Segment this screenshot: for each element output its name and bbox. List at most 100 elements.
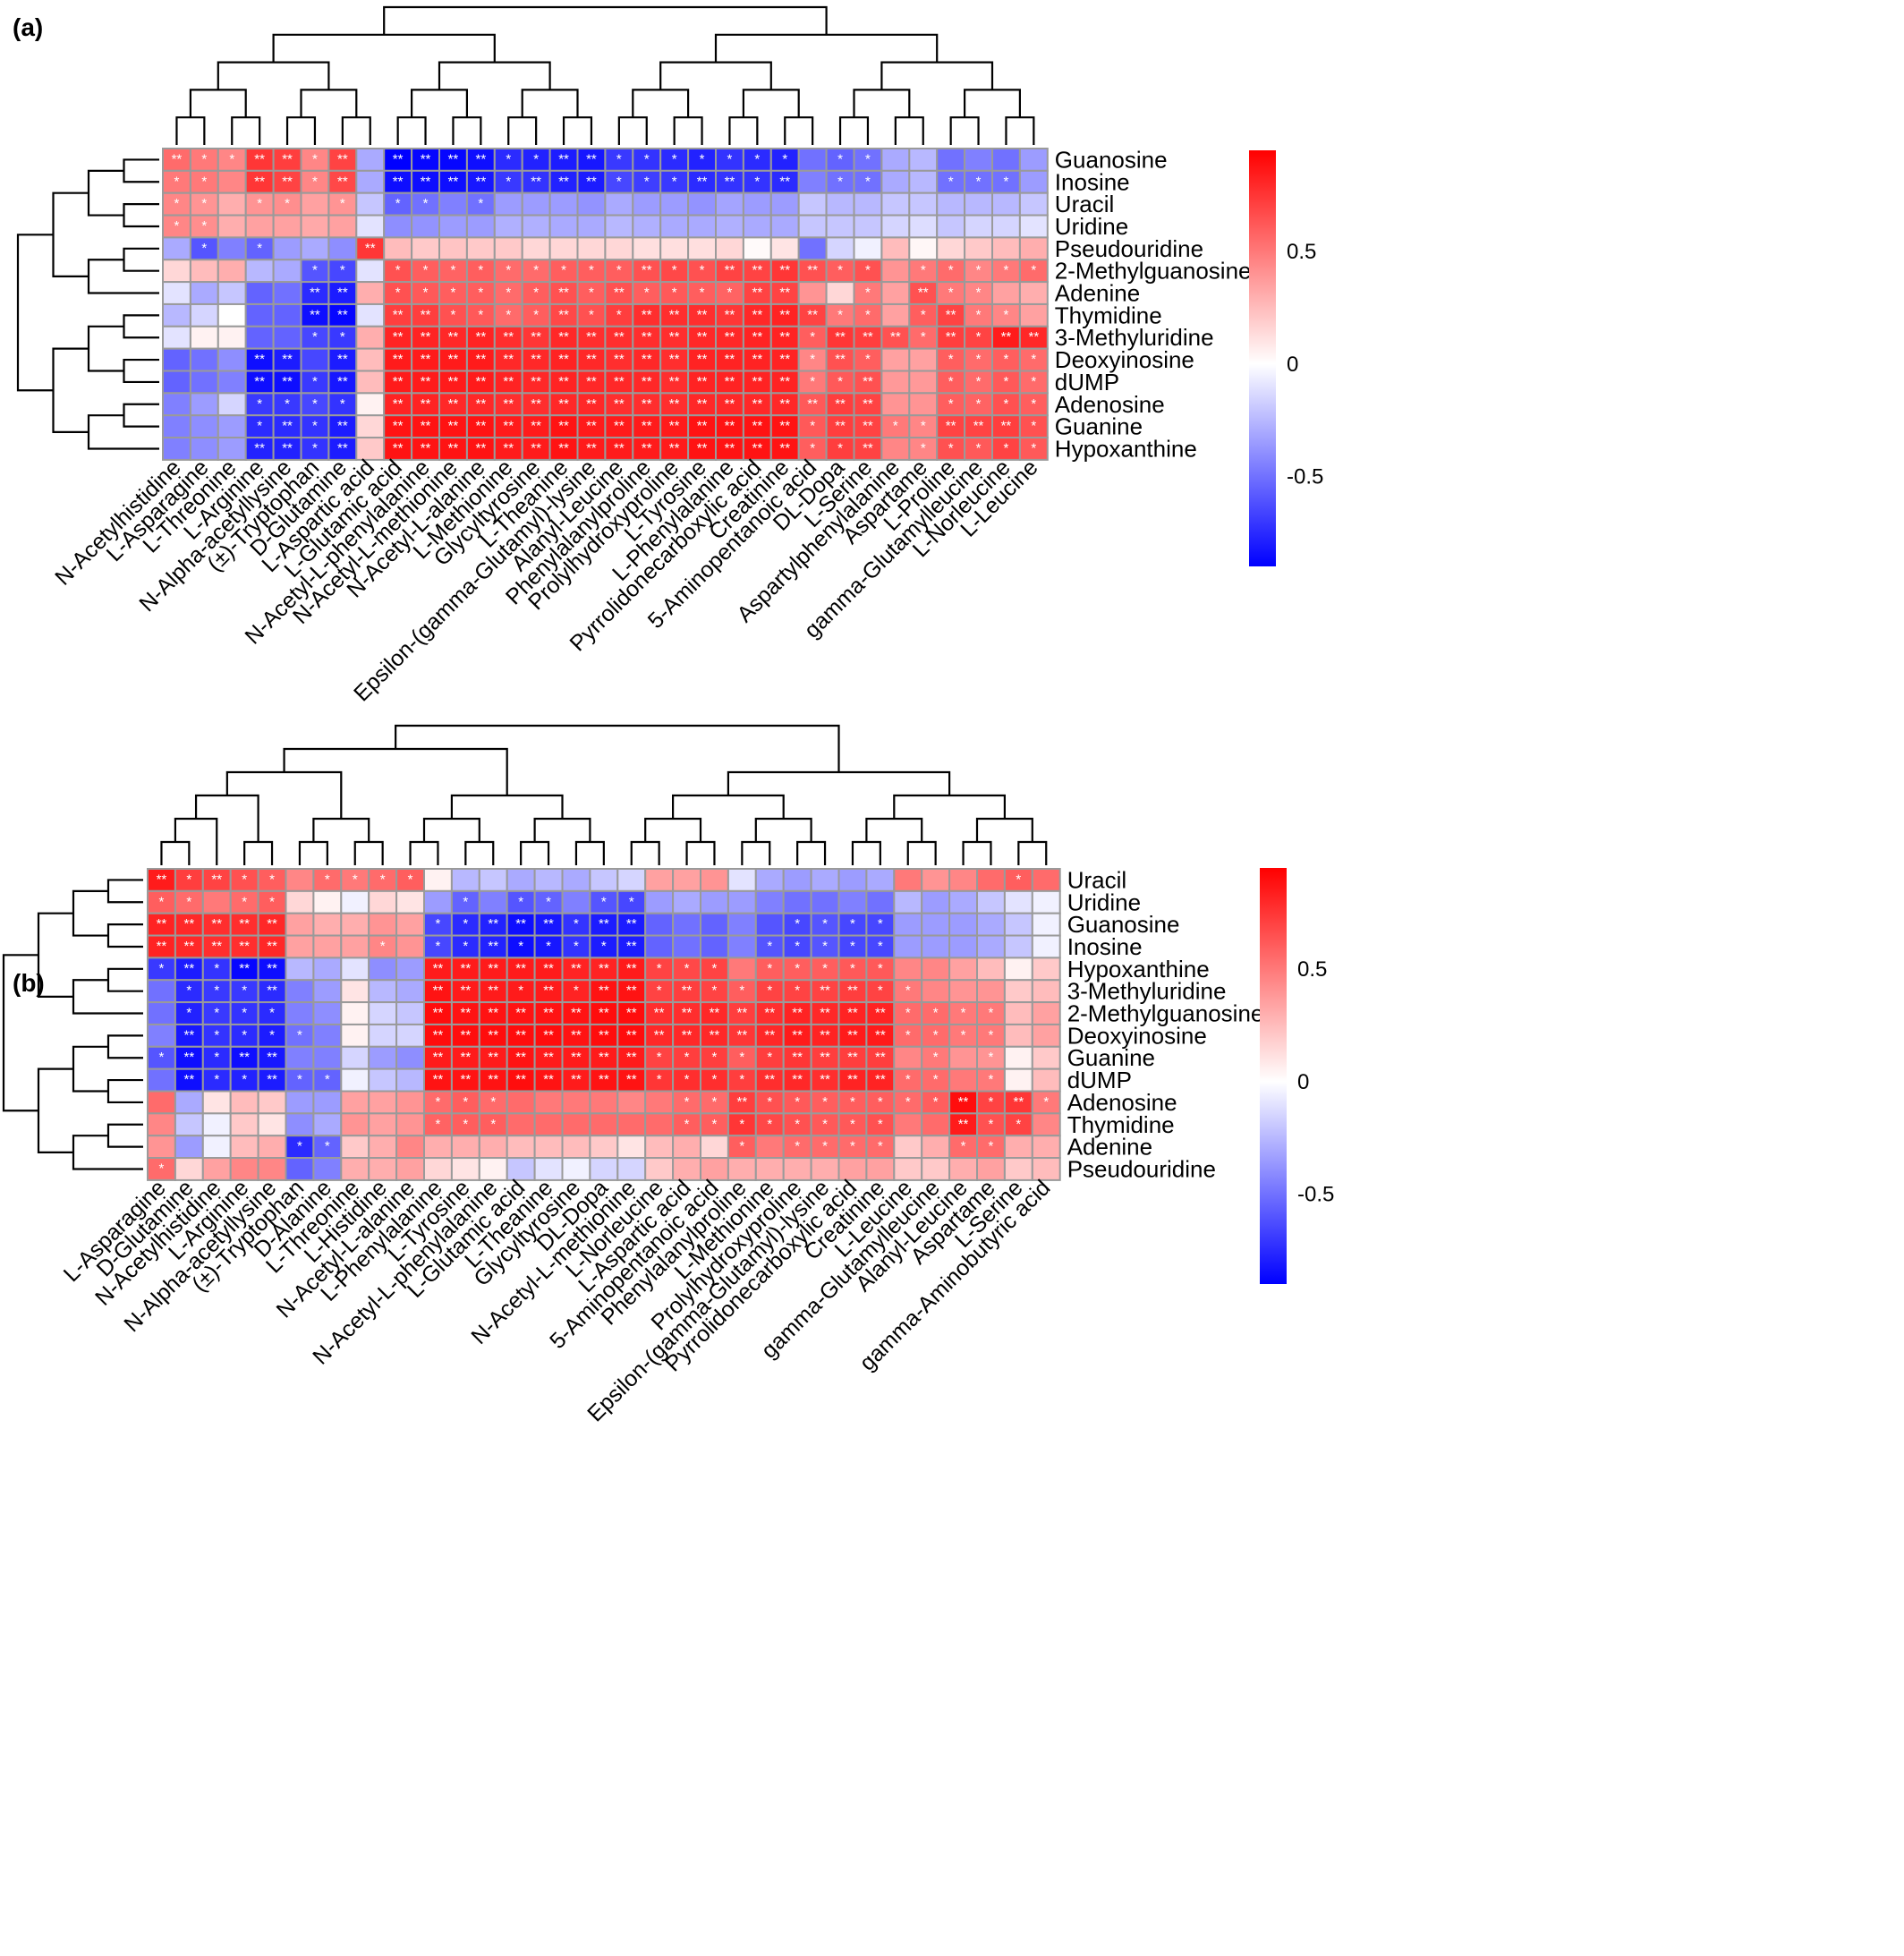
heatmap-cell (727, 889, 757, 914)
heatmap-cell (533, 934, 564, 959)
heatmap-cell (395, 1001, 426, 1025)
significance-mark: ** (543, 983, 554, 999)
significance-mark: ** (461, 961, 472, 976)
significance-mark: * (644, 285, 650, 301)
significance-mark: * (325, 1139, 330, 1154)
significance-mark: * (727, 151, 733, 166)
heatmap-cell (1031, 868, 1061, 892)
heatmap-cell (936, 281, 966, 305)
heatmap-cell (506, 868, 536, 892)
heatmap-cell (964, 214, 993, 239)
heatmap-cell (865, 1090, 896, 1115)
heatmap-cell (644, 1067, 675, 1093)
heatmap-cell (533, 1135, 564, 1160)
heatmap-cell (589, 1112, 619, 1137)
significance-mark: ** (863, 329, 873, 344)
significance-mark: ** (820, 983, 830, 999)
heatmap-cell (976, 934, 1006, 959)
heatmap-cell (604, 191, 634, 217)
heatmap-cell (644, 868, 675, 892)
heatmap-cell (893, 912, 923, 937)
heatmap-cell (865, 1067, 896, 1093)
heatmap-cell (687, 191, 717, 217)
significance-mark: * (533, 307, 539, 322)
heatmap-cell (272, 392, 302, 417)
significance-mark: * (395, 196, 401, 211)
significance-mark: * (672, 285, 677, 301)
heatmap-cell (616, 1157, 647, 1181)
heatmap-cell (742, 259, 772, 284)
dendrogram-branch (231, 116, 261, 145)
heatmap-cell (300, 236, 330, 261)
significance-mark: ** (958, 1117, 969, 1132)
heatmap-cell (880, 281, 911, 305)
significance-mark: ** (393, 374, 404, 389)
significance-mark: ** (669, 440, 680, 455)
significance-mark: ** (586, 174, 597, 189)
heatmap-cell (672, 1135, 701, 1160)
significance-mark: ** (433, 961, 444, 976)
heatmap-cell (1003, 1023, 1033, 1048)
heatmap-cell (217, 236, 247, 261)
heatmap-cell (715, 281, 744, 305)
significance-mark: * (837, 151, 843, 166)
heatmap-cell (644, 1135, 675, 1160)
heatmap-cell (700, 912, 729, 937)
significance-mark: * (948, 174, 954, 189)
dendrogram-branch (838, 116, 870, 145)
row-label-thymidine: Thymidine (1055, 302, 1162, 328)
significance-mark: * (506, 151, 511, 166)
heatmap-cell (465, 214, 496, 239)
heatmap-cell (936, 236, 966, 261)
heatmap-cell (257, 1112, 287, 1137)
heatmap-cell (395, 1023, 426, 1048)
heatmap-cell (162, 281, 191, 305)
significance-mark: ** (725, 440, 735, 455)
heatmap-cell (1018, 414, 1049, 439)
significance-mark: * (312, 419, 318, 434)
heatmap-cell (395, 1067, 426, 1093)
significance-mark: * (1016, 872, 1021, 887)
significance-mark: * (269, 1027, 275, 1042)
heatmap-cell (644, 1157, 675, 1181)
significance-mark: * (976, 396, 982, 412)
significance-mark: * (754, 151, 760, 166)
significance-mark: * (850, 1094, 855, 1110)
significance-mark: * (795, 939, 800, 954)
significance-mark: ** (697, 440, 708, 455)
heatmap-cell (355, 414, 386, 439)
heatmap-cell (727, 912, 757, 937)
significance-mark: ** (476, 352, 487, 367)
heatmap-cell (727, 934, 757, 959)
heatmap-cell (561, 1112, 591, 1137)
significance-mark: ** (571, 961, 582, 976)
heatmap-cell (727, 1157, 757, 1181)
heatmap-cell (700, 1157, 729, 1181)
significance-mark: * (767, 1050, 772, 1065)
heatmap-cell (825, 214, 855, 239)
significance-mark: * (214, 1050, 219, 1065)
significance-mark: ** (531, 374, 541, 389)
significance-mark: * (795, 1117, 800, 1132)
heatmap-cell (229, 1112, 259, 1137)
heatmap-cell (1031, 1112, 1061, 1137)
heatmap-cell (782, 1157, 812, 1181)
heatmap-cell (589, 912, 619, 937)
heatmap-cell (272, 281, 302, 305)
significance-mark: ** (184, 1027, 195, 1042)
significance-mark: ** (558, 307, 569, 322)
significance-mark: * (700, 151, 705, 166)
heatmap-cell (355, 302, 386, 327)
heatmap-cell (880, 191, 911, 217)
significance-mark: ** (626, 1006, 637, 1021)
heatmap-cell (782, 868, 812, 892)
significance-mark: ** (875, 1027, 886, 1042)
row-label-hypoxanthine: Hypoxanthine (1055, 435, 1197, 462)
significance-mark: * (837, 440, 843, 455)
heatmap-cell (921, 979, 951, 1004)
row-label-3-methyluridine: 3-Methyluridine (1067, 978, 1227, 1005)
significance-mark: ** (239, 1050, 250, 1065)
dendrogram-branch (300, 89, 358, 118)
significance-mark: ** (282, 419, 293, 434)
heatmap-cell (754, 912, 785, 937)
